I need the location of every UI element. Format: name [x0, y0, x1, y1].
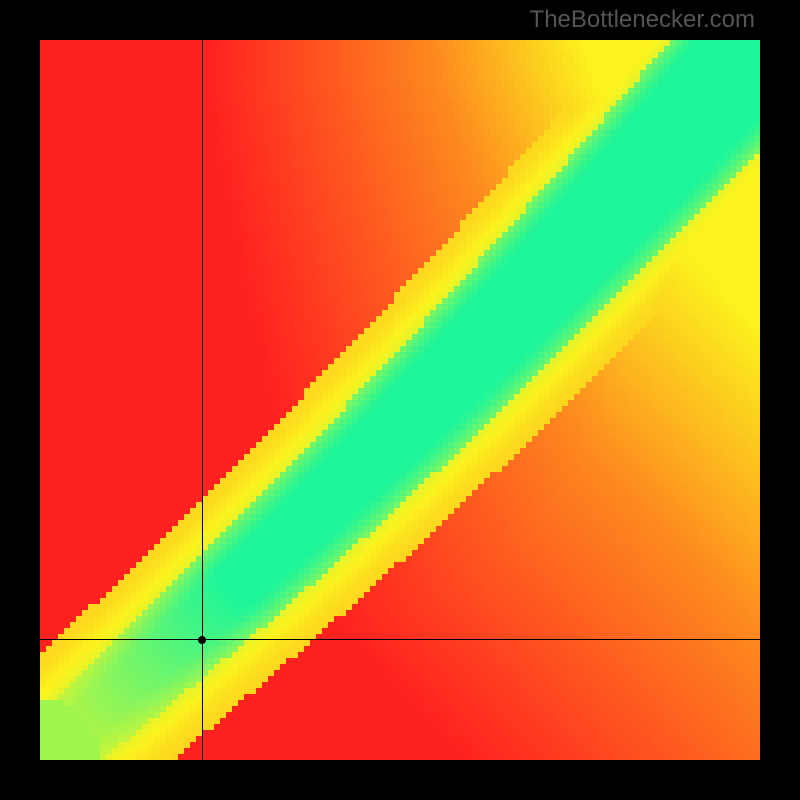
crosshair-vertical — [202, 40, 203, 760]
bottleneck-heatmap — [40, 40, 760, 760]
crosshair-marker — [198, 636, 206, 644]
crosshair-horizontal — [40, 639, 760, 640]
watermark-text: TheBottlenecker.com — [530, 6, 755, 34]
chart-container: TheBottlenecker.com — [0, 0, 800, 800]
